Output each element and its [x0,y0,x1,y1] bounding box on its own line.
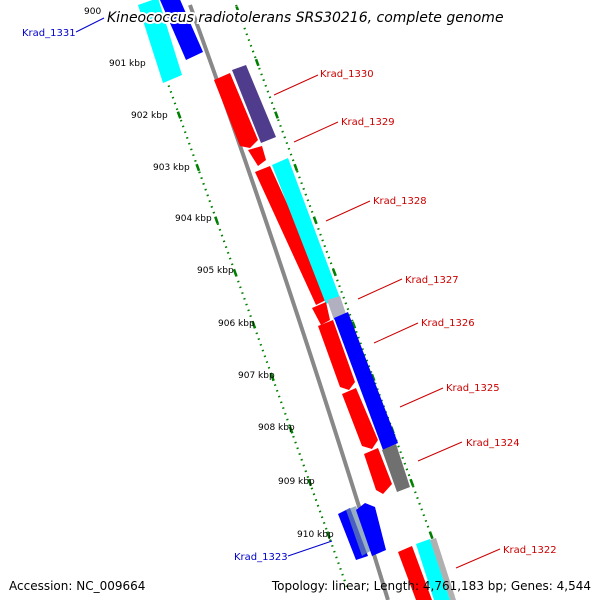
major-tick [326,531,331,539]
major-tick [409,478,415,487]
gene-label-krad-1326[interactable]: Krad_1326 [421,318,475,329]
gene-label-krad-1329[interactable]: Krad_1329 [341,117,395,128]
major-tick [428,531,434,539]
gene-label-krad-1331[interactable]: Krad_1331 [22,28,76,39]
tick-labels: 900 901 kbp 902 kbp 903 kbp 904 kbp 905 … [84,7,334,540]
gene-label-krad-1322[interactable]: Krad_1322 [503,545,557,556]
leader-krad-1324 [417,441,463,462]
gene-label-krad-1323[interactable]: Krad_1323 [234,552,288,563]
major-tick [351,321,357,329]
gene-krad-1323-segment [346,506,372,556]
tick-label: 900 [84,7,101,17]
tick-label: 909 kbp [278,477,315,487]
major-tick [288,426,294,434]
accession-text: Accession: NC_009664 [9,579,146,593]
gene-krad-1322-segment [398,546,432,600]
gene-krad-1327-segment [327,296,346,320]
tick-label: 907 kbp [238,371,275,381]
gene-krad-1331-segment [138,0,182,83]
gene-labels: Krad_1331 Krad_1330 Krad_1329 Krad_1328 … [22,28,557,563]
tick-label: 906 kbp [218,319,255,329]
gene-krad-1330-segment [232,65,276,143]
gene-krad-1322-segment [416,539,450,600]
major-tick [307,478,313,487]
gene-features [138,0,456,600]
leader-krad-1330 [273,74,319,96]
leader-krad-1323 [287,540,333,557]
major-tick [293,163,299,172]
tick-label: 910 kbp [297,530,334,540]
leader-krad-1329 [293,121,339,143]
gene-krad-1324-segment [382,444,410,492]
tick-label: 901 kbp [109,59,146,69]
tick-label: 904 kbp [175,214,212,224]
gene-label-krad-1327[interactable]: Krad_1327 [405,275,459,286]
gene-label-krad-1328[interactable]: Krad_1328 [373,196,427,207]
gene-krad-1329-segment [248,146,266,166]
major-tick [214,216,219,224]
gene-krad-1325-segment [342,388,378,449]
gene-label-krad-1325[interactable]: Krad_1325 [446,383,500,394]
gene-label-krad-1324[interactable]: Krad_1324 [466,438,520,449]
leader-krad-1331 [75,17,105,33]
gene-krad-1327-segment [312,302,330,325]
gene-krad-1328-segment [255,166,330,305]
gene-krad-1324-segment [364,448,392,494]
major-ticks [139,6,434,539]
major-tick [312,216,318,224]
major-tick [254,58,260,67]
major-tick [195,163,201,172]
leader-krad-1322 [455,548,501,569]
leader-krad-1327 [357,278,403,300]
gene-krad-1326-segment [318,320,355,390]
gene-krad-1330-segment [214,73,258,148]
major-tick [176,111,182,119]
gene-krad-1322-segment [430,538,456,600]
map-title: Kineococcus radiotolerans SRS30216, comp… [107,10,504,26]
major-tick [274,111,279,119]
genome-summary-text: Topology: linear; Length: 4,761,183 bp; … [271,579,591,593]
major-tick [232,268,238,277]
major-tick [251,321,257,329]
tick-label: 908 kbp [258,423,295,433]
major-tick [370,373,376,382]
gene-label-krad-1330[interactable]: Krad_1330 [320,69,374,80]
tick-label: 903 kbp [153,163,190,173]
major-tick [270,373,275,382]
gene-krad-1331-segment [160,0,203,60]
gene-krad-1328-segment [272,158,340,304]
leader-krad-1328 [325,200,371,222]
tick-label: 905 kbp [197,266,234,276]
gene-label-leaders [75,17,501,569]
tick-label: 902 kbp [131,111,168,121]
gene-krad-1323-segment [356,503,386,556]
leader-krad-1326 [373,322,419,344]
leader-krad-1325 [399,387,444,408]
major-tick [331,268,337,277]
gene-krad-1326-segment [334,312,398,450]
major-tick [235,6,241,14]
